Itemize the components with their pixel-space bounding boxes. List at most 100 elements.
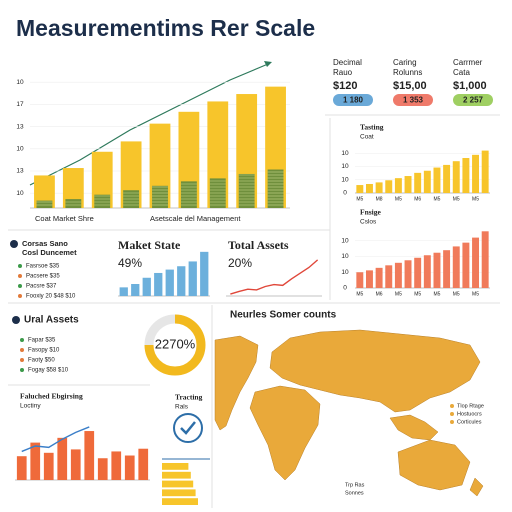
bar [423,255,431,288]
list-bullet [18,284,22,288]
line [230,259,319,295]
map-legend: Corticules [457,419,482,425]
map-legend: Tlop Rtage [457,403,484,409]
map-label: Sonnes [345,490,364,496]
stat-badge [393,94,433,106]
bar [394,262,402,288]
bar [162,498,198,505]
chart-headline: 49% [118,256,142,270]
bar [177,266,186,296]
bar [131,284,140,296]
continent [389,414,439,441]
bar [365,270,373,288]
bar [375,267,383,288]
x-tick-label: M5 [395,196,402,202]
bar [16,456,27,480]
stat-badge [453,94,493,106]
bar [91,151,113,208]
coin-stack [152,185,168,208]
coin-stack [94,194,111,208]
stat-badge [333,94,373,106]
donut-segment [144,314,206,376]
bar [43,452,54,480]
bar [443,250,451,288]
bar [365,183,373,193]
list-item: Pacsere $35 [26,274,60,280]
stat-value: $15,00 [393,80,427,92]
stat-badge-text: 2 257 [463,96,484,105]
bar [154,272,163,296]
donut-segment [144,314,176,346]
bar [462,158,470,193]
chart-title: Faluched Ebgirsing [20,392,83,401]
y-tick-label: 10 [341,163,349,170]
bar [423,170,431,193]
map-legend: Hostuocrs [457,411,482,417]
y-tick-label: 0 [343,190,347,197]
x-tick-label: M5 [472,196,479,202]
bar [84,431,95,480]
bar [124,455,135,480]
bar [30,442,41,480]
map-legend-dot [450,420,454,424]
bar [462,242,470,288]
bar [162,489,196,497]
coin-stack [180,181,197,208]
list-bullet [20,348,24,352]
y-tick-label: 10 [16,190,24,197]
list-bullet [18,264,22,268]
y-tick-label: 13 [16,123,24,130]
y-tick-label: 10 [16,79,24,86]
coin-stack [267,169,284,208]
bar [62,168,84,208]
continent [249,385,321,481]
line [21,426,90,453]
donut-label: 2270% [155,336,196,351]
stat-label: Caring [393,58,417,67]
stat-label: Carrmer [453,58,483,67]
x-tick-label: M5 [356,196,363,202]
y-tick-label: 17 [16,101,24,108]
bar [443,164,451,193]
chart-title: Total Assets [228,238,289,252]
coin-stack [65,199,82,208]
stat-label: Cata [453,68,470,77]
list-icon [12,316,20,324]
list-item: Fasrsoe $35 [26,264,60,270]
y-tick-label: 0 [343,285,347,292]
chart-subtitle: Rals [175,404,189,411]
y-tick-label: 10 [341,253,349,260]
bar [452,161,460,193]
check-mark [180,421,196,435]
list-bullet [20,358,24,362]
stat-value: $120 [333,80,357,92]
bar [70,449,81,480]
stat-value: $1,000 [453,80,487,92]
stat-label: Decimal [333,58,362,67]
chart-title: Tracting [175,393,203,402]
chart-title: Fnsige [360,208,382,217]
x-tick-label: M5 [414,291,421,297]
bar [472,154,480,193]
list-item: Fooxiy 20 $48 $10 [26,294,76,300]
stat-label: Rauo [333,68,353,77]
bar [394,178,402,193]
continent [397,439,471,491]
continent [269,329,481,413]
continent [214,335,259,431]
list-item: Faoty $50 [28,358,55,364]
chart-headline: 20% [228,256,252,270]
bar [414,172,422,193]
chart-subtitle: Cslos [360,219,377,226]
bar [165,269,174,296]
list-bullet [18,274,22,278]
stat-label: Rolunns [393,68,422,77]
bar [481,150,489,193]
annotation: Asetscale del Management [150,214,241,223]
bar [433,252,441,288]
bar [188,261,197,296]
bar [385,180,393,193]
list-item: Fapar $35 [28,338,56,344]
x-tick-label: M6 [414,196,421,202]
